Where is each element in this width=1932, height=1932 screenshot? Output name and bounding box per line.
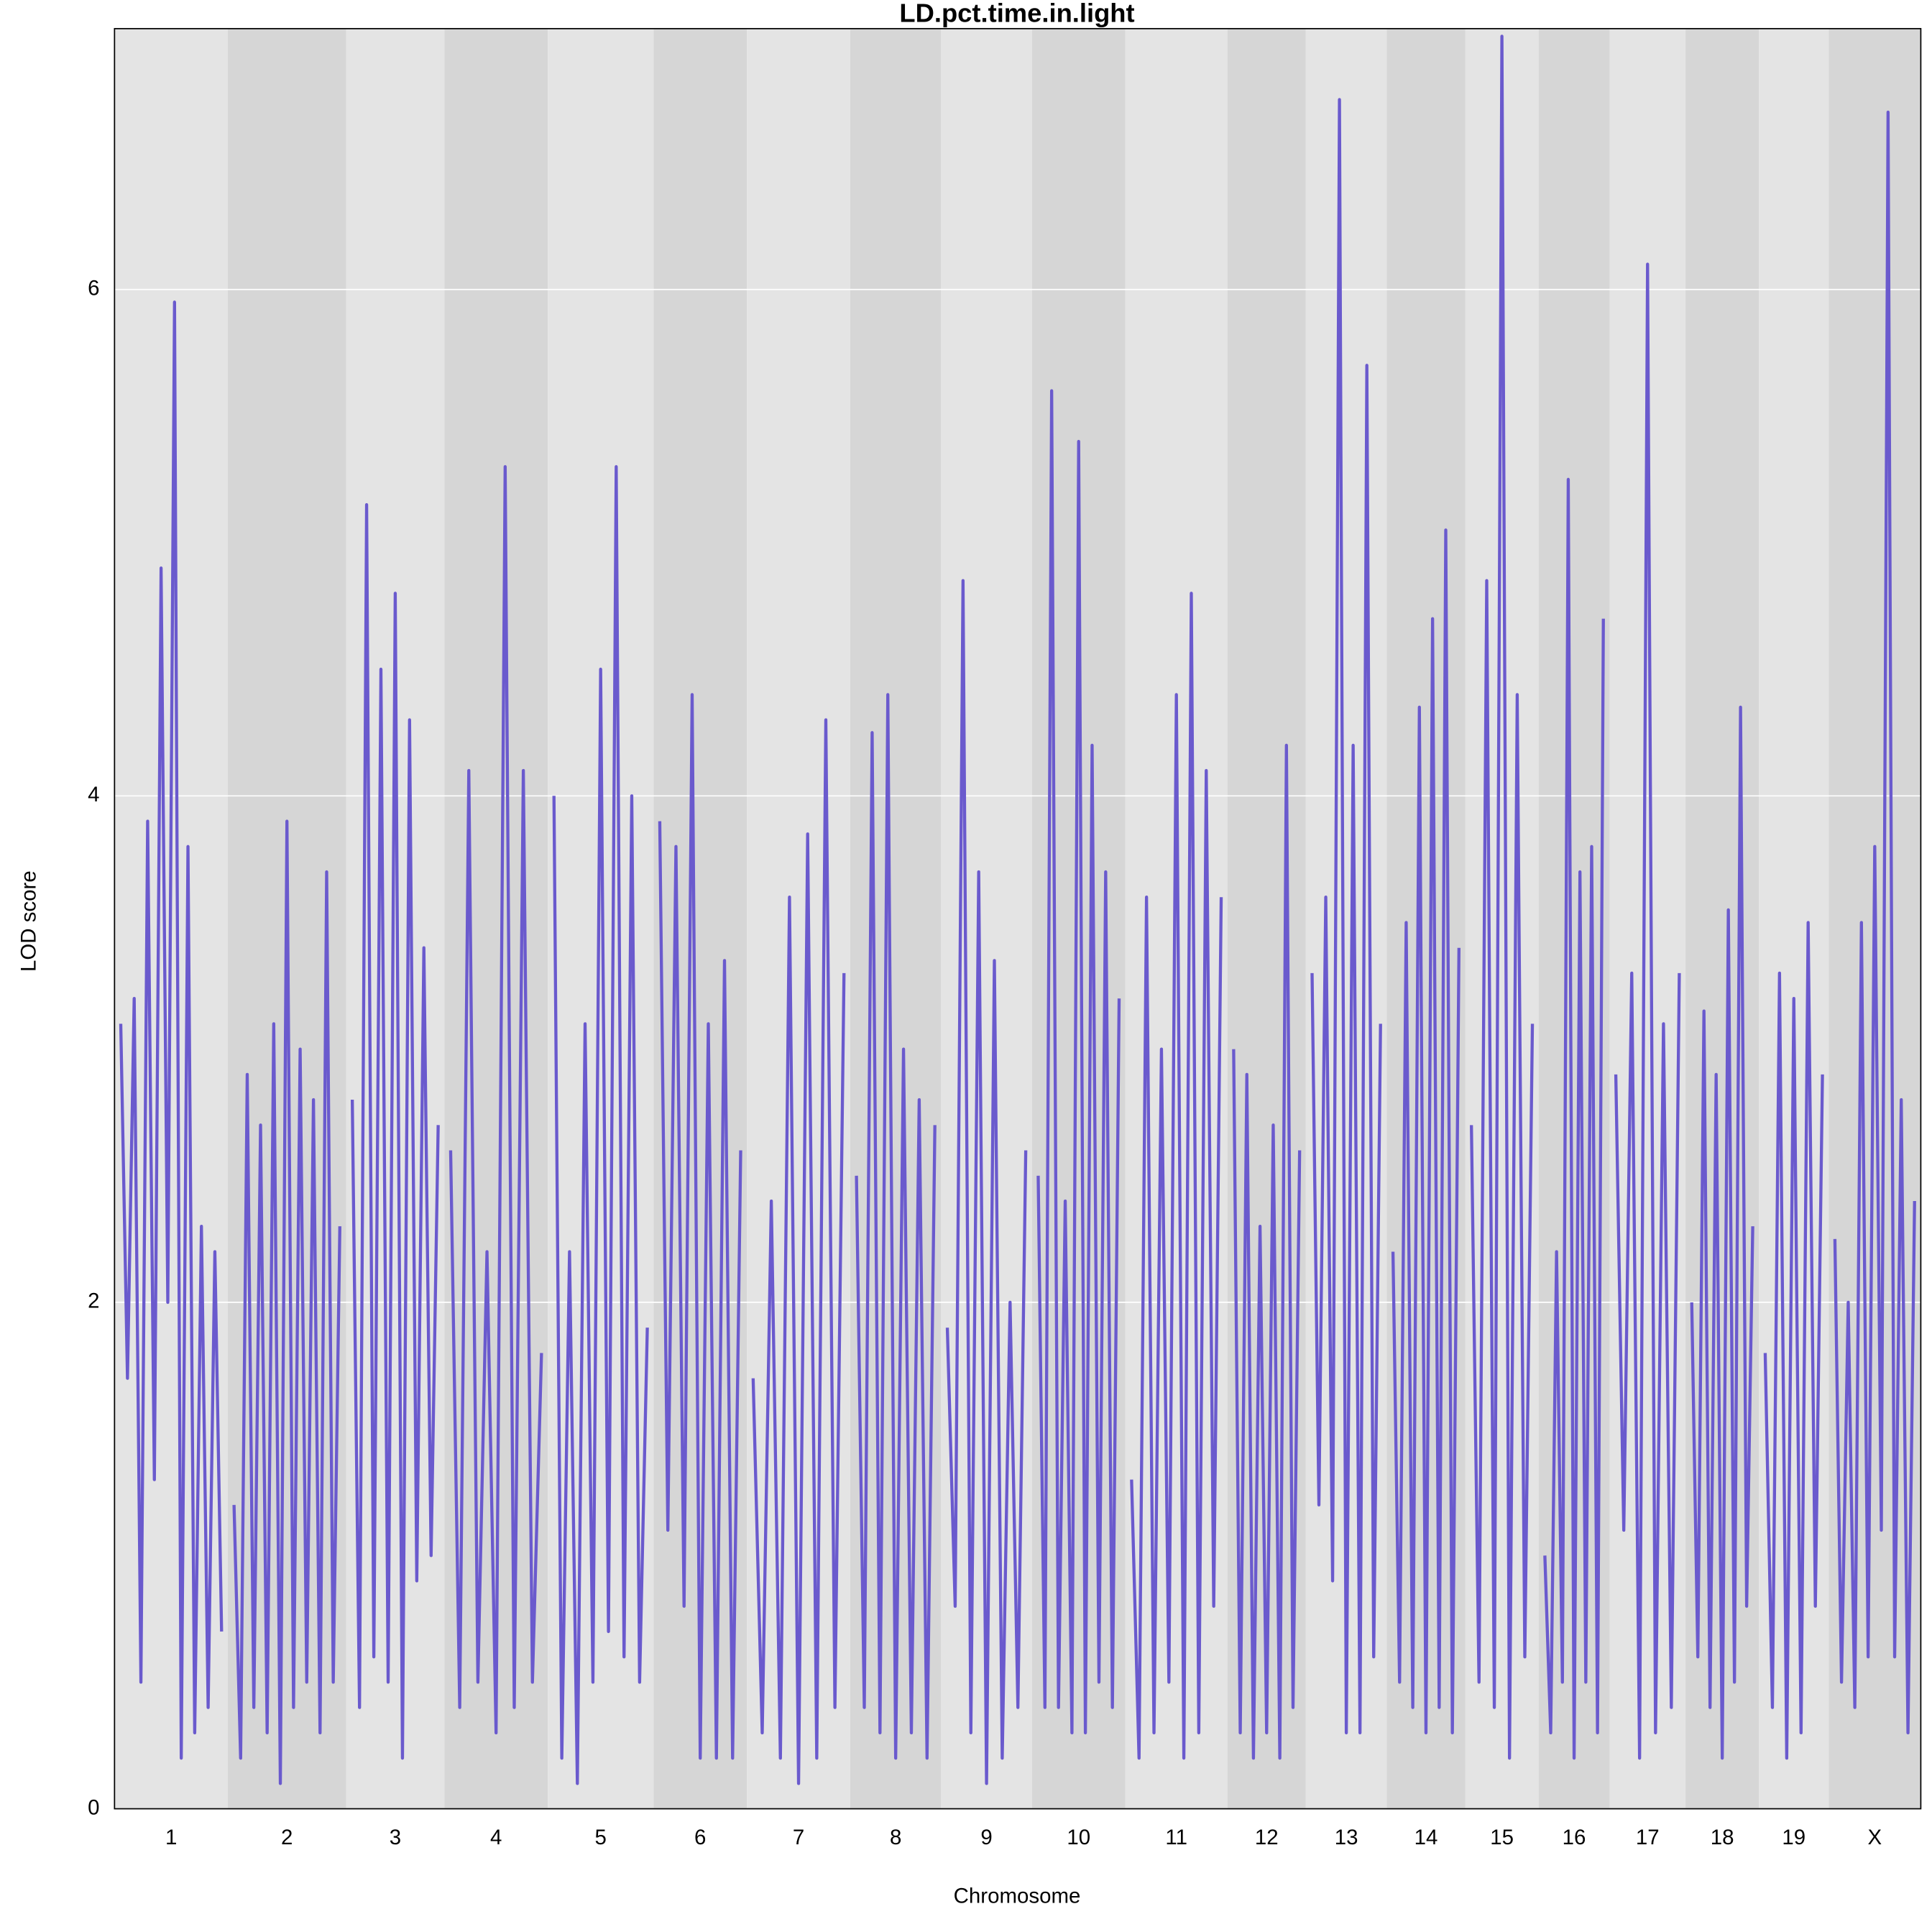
lod-curve (1763, 921, 1824, 1760)
lod-curve (945, 579, 1028, 1785)
x-tick-label: 17 (1636, 1826, 1660, 1849)
x-tick-label: 9 (980, 1826, 992, 1849)
x-tick-label: 6 (694, 1826, 706, 1849)
x-tick-label: 4 (490, 1826, 502, 1849)
x-tick-label: 16 (1563, 1826, 1586, 1849)
x-tick-label: 13 (1335, 1826, 1358, 1849)
lod-curve (1470, 34, 1535, 1760)
x-tick-label: 12 (1255, 1826, 1279, 1849)
x-tick-label: 3 (390, 1826, 401, 1849)
x-tick-label: X (1868, 1826, 1882, 1849)
lod-curve (1543, 477, 1605, 1760)
lod-curve (1232, 743, 1302, 1760)
x-tick-label: 15 (1490, 1826, 1514, 1849)
lod-curve (751, 718, 846, 1785)
lod-curve (552, 465, 649, 1785)
lod-curve (1614, 262, 1681, 1760)
y-tick-label: 4 (88, 783, 99, 806)
lod-curve (1310, 98, 1382, 1735)
x-tick-label: 11 (1165, 1826, 1187, 1849)
x-tick-label: 10 (1067, 1826, 1090, 1849)
chromosome-band (653, 28, 748, 1809)
x-tick-label: 7 (793, 1826, 804, 1849)
chromosome-band (850, 28, 942, 1809)
lod-curve (1036, 389, 1121, 1735)
lod-curve (1130, 592, 1223, 1760)
lod-curve (855, 693, 937, 1760)
chromosome-band (346, 28, 445, 1809)
y-tick-label: 6 (88, 276, 99, 300)
lod-curve (658, 693, 742, 1760)
x-tick-label: 2 (281, 1826, 293, 1849)
x-tick-label: 19 (1782, 1826, 1806, 1849)
lod-curve (350, 502, 440, 1760)
x-tick-label: 14 (1414, 1826, 1438, 1849)
y-tick-label: 2 (88, 1289, 99, 1313)
x-axis-label: Chromosome (954, 1884, 1081, 1908)
x-tick-label: 8 (890, 1826, 901, 1849)
x-tick-label: 18 (1711, 1826, 1734, 1849)
plot-frame (114, 27, 1922, 1810)
chart-title: LD.pct.time.in.light (899, 0, 1134, 27)
x-tick-label: 1 (165, 1826, 177, 1849)
y-tick-label: 0 (88, 1795, 99, 1819)
lod-curve (232, 819, 341, 1785)
lod-curve (1690, 705, 1754, 1760)
lod-curve (1833, 110, 1916, 1735)
y-axis-label: LOD score (17, 870, 40, 972)
lod-curve (119, 300, 224, 1760)
lod-curve (448, 465, 543, 1735)
x-tick-label: 5 (594, 1826, 606, 1849)
lod-curve (1391, 528, 1461, 1735)
